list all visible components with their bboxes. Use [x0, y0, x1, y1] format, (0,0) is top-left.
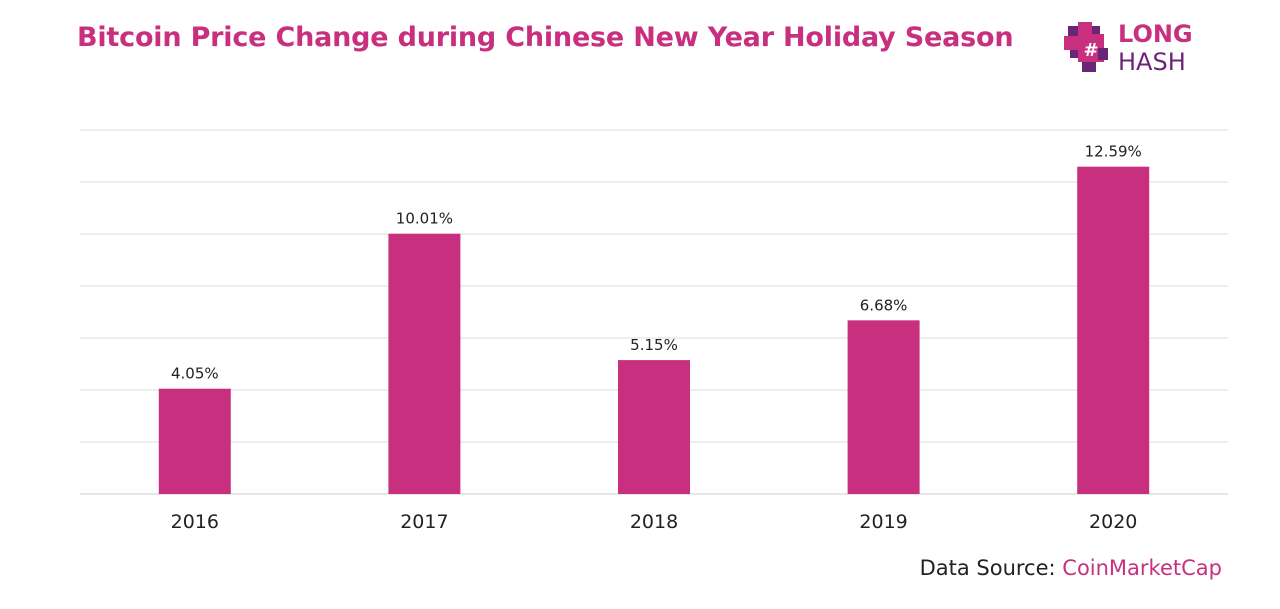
data-label-2018: 5.15%: [630, 336, 678, 354]
data-label-2016: 4.05%: [171, 365, 219, 383]
longhash-pixel-logo-icon: #: [1064, 22, 1108, 72]
x-tick-label-2019: 2019: [859, 511, 907, 533]
data-source-prefix: Data Source:: [919, 556, 1063, 580]
x-tick-label-2018: 2018: [630, 511, 678, 533]
logo-text-long: LONG: [1118, 20, 1193, 48]
data-source-name: CoinMarketCap: [1062, 556, 1222, 580]
bar-2020: [1077, 166, 1150, 494]
bar-2017: [388, 233, 461, 495]
bar-2016: [158, 388, 231, 494]
bar-2019: [847, 320, 920, 494]
x-tick-label-2020: 2020: [1089, 511, 1137, 533]
svg-text:#: #: [1083, 40, 1098, 61]
bars: [158, 166, 1150, 495]
longhash-logo: # LONG HASH: [1062, 20, 1222, 80]
logo-text-hash: HASH: [1118, 48, 1186, 76]
bar-2018: [618, 360, 690, 494]
data-label-2017: 10.01%: [396, 210, 453, 228]
data-label-2020: 12.59%: [1085, 143, 1142, 161]
x-tick-label-2016: 2016: [171, 511, 219, 533]
data-source: Data Source: CoinMarketCap: [920, 556, 1222, 580]
data-label-2019: 6.68%: [860, 296, 908, 314]
x-axis-tick-labels: 2016 2017 2018 2019 2020: [171, 511, 1138, 533]
data-labels: 4.05% 10.01% 5.15% 6.68% 12.59%: [171, 143, 1142, 383]
x-tick-label-2017: 2017: [400, 511, 448, 533]
chart-title: Bitcoin Price Change during Chinese New …: [77, 22, 1014, 53]
